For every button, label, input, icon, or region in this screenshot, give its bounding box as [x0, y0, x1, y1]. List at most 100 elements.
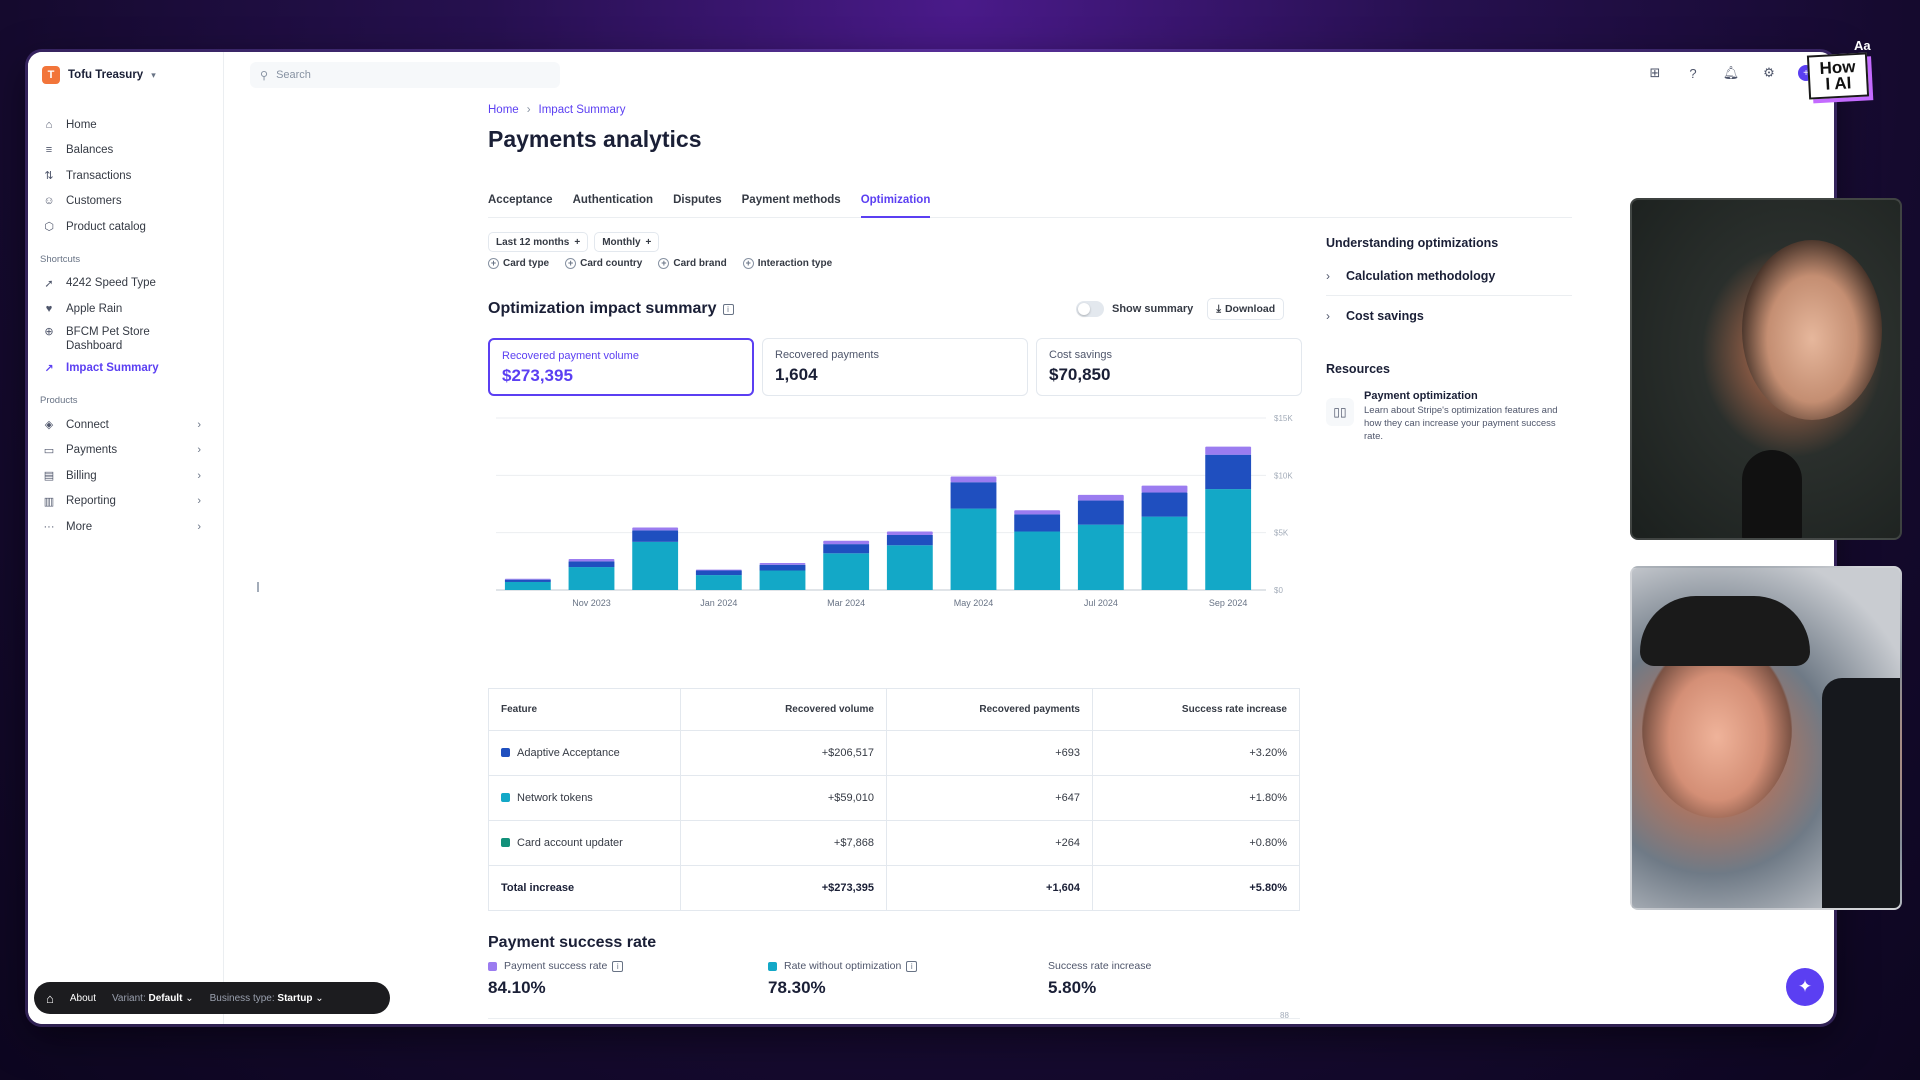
- tab-authentication[interactable]: Authentication: [572, 194, 654, 206]
- filter-interaction-type[interactable]: + Interaction type: [742, 258, 832, 269]
- variant-selector[interactable]: Variant: Default ⌄: [112, 993, 194, 1004]
- metric-card-recovered-volume[interactable]: Recovered payment volume $273,395: [488, 338, 754, 396]
- sidebar-resize-handle[interactable]: [257, 582, 259, 592]
- chevron-right-icon: ›: [197, 469, 201, 482]
- person-silhouette: [1742, 240, 1882, 420]
- success-rate-axis-tick: 88: [1280, 1011, 1289, 1020]
- resource-payment-optimization[interactable]: ▯▯ Payment optimization Learn about Stri…: [1326, 390, 1572, 443]
- home-icon[interactable]: ⌂: [46, 990, 54, 1006]
- sidebar-item-label: Payments: [66, 444, 118, 457]
- business-type-value: Startup: [277, 992, 313, 1004]
- tab-payment-methods[interactable]: Payment methods: [741, 194, 841, 206]
- billing-icon: ▤: [43, 470, 55, 483]
- y-tick-label: $0: [1274, 586, 1283, 595]
- bar-segment: [1077, 524, 1124, 590]
- connect-icon: ◈: [44, 419, 54, 432]
- bar-segment: [1014, 531, 1061, 590]
- filter-card-brand[interactable]: + Card brand: [658, 258, 727, 269]
- account-logo: T: [42, 66, 60, 84]
- payments-cell: +1,604: [886, 865, 1093, 911]
- date-filters: Last 12 months + Monthly +: [488, 232, 660, 252]
- sidebar-item-home[interactable]: ⌂ Home: [28, 112, 223, 138]
- gear-icon[interactable]: ⚙: [1763, 65, 1775, 80]
- search-input[interactable]: ⚲ Search: [250, 62, 560, 88]
- assistant-button[interactable]: ✦: [1786, 968, 1824, 1006]
- metric-card-cost-savings[interactable]: Cost savings $70,850: [1036, 338, 1302, 396]
- period-filter[interactable]: Last 12 months +: [488, 232, 589, 252]
- rate-cell: +0.80%: [1092, 820, 1300, 866]
- sidebar-item-bfcm-dashboard[interactable]: ⊕ BFCM Pet Store Dashboard: [28, 322, 223, 356]
- info-icon[interactable]: i: [722, 303, 734, 315]
- metric-value: 78.30%: [768, 978, 826, 997]
- bell-icon[interactable]: 🔔︎: [1722, 65, 1740, 80]
- recovered-volume-chart: $0 $5K $10K $15K Nov 2023 Jan 2024 Mar 2024 May…: [496, 414, 1293, 608]
- chevron-right-icon: ›: [197, 520, 201, 533]
- sidebar-item-product-catalog[interactable]: ⬡ Product catalog: [28, 214, 223, 240]
- account-switcher[interactable]: T Tofu Treasury ▾: [28, 52, 223, 98]
- sidebar-item-more[interactable]: ··· More ›: [28, 514, 223, 540]
- tab-optimization[interactable]: Optimization: [860, 188, 931, 218]
- rocket-icon: ➚: [44, 277, 54, 290]
- legend-swatch: [501, 793, 510, 802]
- success-rate-metrics: Payment success rate i 84.10% Rate withou…: [488, 960, 1328, 998]
- metric-label: Recovered payments: [775, 349, 879, 361]
- download-button[interactable]: ⤓ Download: [1207, 298, 1285, 320]
- filter-label: Card country: [580, 258, 643, 269]
- volume-cell: +$7,868: [680, 820, 887, 866]
- product-catalog-icon: ⬡: [44, 221, 54, 234]
- interval-filter[interactable]: Monthly +: [594, 232, 660, 252]
- breadcrumb-home[interactable]: Home: [488, 104, 519, 116]
- dimension-filters: + Card type + Card country + Card brand + In…: [488, 258, 832, 269]
- sidebar-item-impact-summary[interactable]: ↗ Impact Summary: [28, 356, 223, 382]
- info-icon[interactable]: i: [612, 960, 624, 972]
- microphone: [1742, 450, 1802, 538]
- filter-card-country[interactable]: + Card country: [565, 258, 642, 269]
- breadcrumb-current[interactable]: Impact Summary: [538, 104, 626, 116]
- volume-cell: +$59,010: [680, 775, 887, 821]
- tab-acceptance[interactable]: Acceptance: [488, 194, 553, 206]
- feature-cell: Adaptive Acceptance: [488, 730, 681, 776]
- globe-icon: ⊕: [44, 326, 54, 338]
- bar-segment: [823, 553, 870, 590]
- payments-cell: +264: [886, 820, 1093, 866]
- table-header-row: Feature Recovered volume Recovered payme…: [488, 688, 1300, 731]
- business-type-selector[interactable]: Business type: Startup ⌄: [210, 993, 324, 1004]
- apps-icon[interactable]: ⊞: [1649, 65, 1661, 80]
- feature-name: Card account updater: [517, 837, 623, 849]
- preview-bar: ⌂ About Variant: Default ⌄ Business type…: [34, 982, 390, 1014]
- accordion-calculation-methodology[interactable]: › Calculation methodology: [1326, 256, 1572, 296]
- tab-disputes[interactable]: Disputes: [673, 194, 722, 206]
- sidebar-item-balances[interactable]: ≡ Balances: [28, 138, 223, 164]
- payments-icon: ▭: [43, 444, 55, 457]
- sidebar-item-speed-type[interactable]: ➚ 4242 Speed Type: [28, 271, 223, 297]
- accordion-cost-savings[interactable]: › Cost savings: [1326, 296, 1572, 336]
- show-summary-toggle[interactable]: [1076, 301, 1104, 317]
- bar-segment: [504, 579, 551, 582]
- sidebar-item-reporting[interactable]: ▥ Reporting ›: [28, 489, 223, 515]
- filter-card-type[interactable]: + Card type: [488, 258, 549, 269]
- sidebar-item-connect[interactable]: ◈ Connect ›: [28, 412, 223, 438]
- bar-segment: [759, 570, 806, 590]
- plus-icon: +: [574, 236, 581, 248]
- metric-card-recovered-payments[interactable]: Recovered payments 1,604: [762, 338, 1028, 396]
- sidebar-item-transactions[interactable]: ⇅ Transactions: [28, 163, 223, 189]
- info-icon[interactable]: i: [906, 960, 918, 972]
- metric-label: Payment success rate: [504, 960, 608, 972]
- sidebar-item-apple-rain[interactable]: ♥ Apple Rain: [28, 296, 223, 322]
- sidebar-item-payments[interactable]: ▭ Payments ›: [28, 438, 223, 464]
- legend-swatch: [501, 838, 510, 847]
- search-icon: ⚲: [260, 69, 269, 82]
- interval-filter-label: Monthly: [602, 236, 641, 248]
- sidebar-item-billing[interactable]: ▤ Billing ›: [28, 463, 223, 489]
- feature-cell: Total increase: [488, 865, 681, 911]
- bar-segment: [695, 575, 742, 590]
- metric-label: Cost savings: [1049, 349, 1112, 361]
- help-icon[interactable]: ?: [1689, 65, 1697, 81]
- add-circle-icon: +: [565, 258, 577, 269]
- bar-segment: [1014, 510, 1061, 515]
- payments-cell: +693: [886, 730, 1093, 776]
- x-tick-label: Jul 2024: [1084, 598, 1118, 608]
- sidebar-item-customers[interactable]: ☺ Customers: [28, 189, 223, 215]
- about-link[interactable]: About: [69, 992, 96, 1004]
- bar-segment: [1077, 494, 1124, 501]
